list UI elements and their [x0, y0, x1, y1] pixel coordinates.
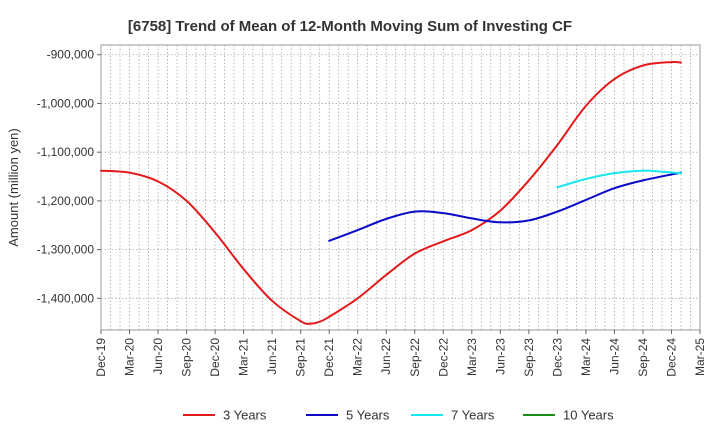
- x-tick-label: Dec-20: [208, 338, 222, 377]
- x-tick-label: Sep-21: [294, 338, 308, 377]
- x-tick-label: Dec-23: [550, 338, 564, 377]
- y-tick-label: -1,100,000: [37, 145, 95, 159]
- x-tick-label: Mar-23: [465, 338, 479, 376]
- grid-layer: [100, 44, 701, 331]
- legend-label-10-years: 10 Years: [563, 408, 614, 423]
- x-tick-label: Jun-22: [379, 338, 393, 375]
- legend-label-7-years: 7 Years: [451, 408, 495, 423]
- x-tick-label: Mar-24: [579, 338, 593, 376]
- x-tick-label: Dec-22: [436, 338, 450, 377]
- x-tick-label: Dec-19: [94, 338, 108, 377]
- x-tick-label: Jun-24: [607, 338, 621, 375]
- legend-label-3-years: 3 Years: [223, 408, 267, 423]
- x-tick-label: Jun-21: [265, 338, 279, 375]
- x-tick-label: Mar-25: [693, 338, 707, 376]
- x-tick-label: Mar-22: [351, 338, 365, 376]
- y-axis-label: Amount (million yen): [6, 128, 21, 247]
- axis-layer: -900,000 -1,000,000 -1,100,000 -1,200,000 -1…: [6, 48, 707, 377]
- y-tick-label: -1,300,000: [37, 243, 95, 257]
- x-tick-label: Sep-24: [636, 338, 650, 377]
- x-tick-label: Sep-22: [408, 338, 422, 377]
- series-line-7-years: [556, 169, 682, 189]
- series-line-3-years: [100, 60, 682, 325]
- x-tick-label: Jun-20: [151, 338, 165, 375]
- plot-area: [100, 44, 701, 331]
- x-tick-label: Mar-20: [123, 338, 137, 376]
- x-tick-label: Sep-20: [180, 338, 194, 377]
- x-tick-label: Mar-21: [237, 338, 251, 376]
- y-tick-label: -1,000,000: [37, 96, 95, 110]
- y-tick-label: -1,200,000: [37, 194, 95, 208]
- legend: 3 Years 5 Years 7 Years 10 Years: [183, 408, 614, 423]
- x-tick-label: Sep-23: [522, 338, 536, 377]
- legend-label-5-years: 5 Years: [346, 408, 390, 423]
- y-tick-label: -900,000: [47, 48, 95, 62]
- x-tick-label: Dec-21: [322, 338, 336, 377]
- chart-title: [6758] Trend of Mean of 12-Month Moving …: [128, 18, 572, 35]
- series-line-5-years: [328, 171, 682, 242]
- y-tick-label: -1,400,000: [37, 291, 95, 305]
- x-tick-label: Dec-24: [664, 338, 678, 377]
- series-layer: [100, 60, 682, 325]
- x-tick-label: Jun-23: [493, 338, 507, 375]
